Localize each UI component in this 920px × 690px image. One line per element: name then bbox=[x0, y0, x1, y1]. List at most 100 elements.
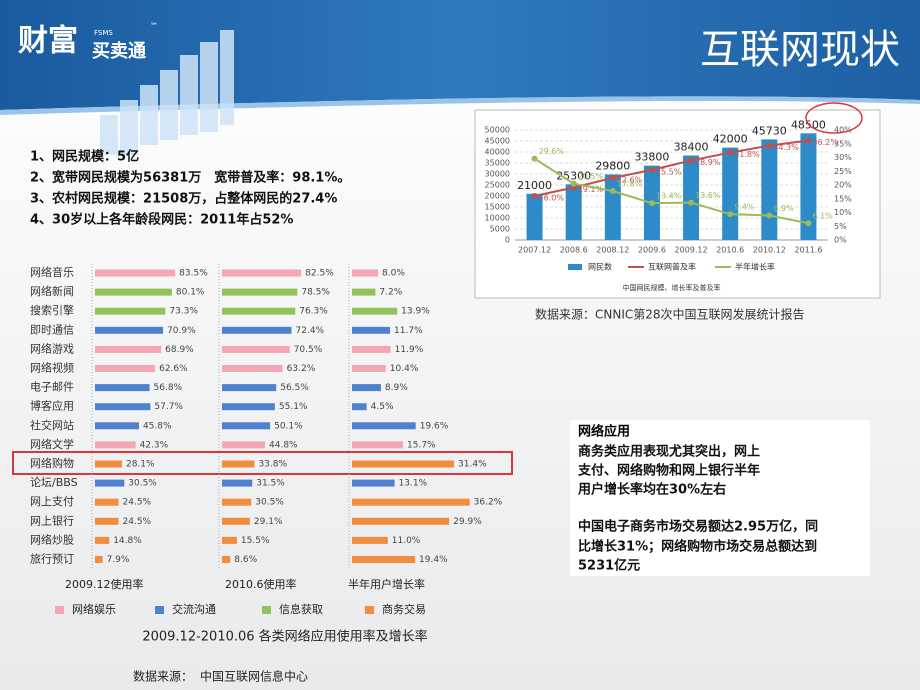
value-label: 14.8% bbox=[113, 536, 142, 546]
value-label: 25.5% bbox=[656, 167, 682, 176]
y-tick-label: 20000 bbox=[485, 192, 510, 201]
category-label: 网络购物 bbox=[30, 456, 74, 470]
bar bbox=[95, 384, 150, 392]
bar bbox=[352, 460, 455, 468]
value-label: 31.4% bbox=[458, 460, 487, 470]
value-label: 29.9% bbox=[453, 517, 482, 527]
value-label: 82.5% bbox=[305, 269, 334, 279]
highlight-box bbox=[12, 451, 513, 475]
bar-label: 29800 bbox=[595, 159, 630, 172]
bar bbox=[222, 307, 296, 315]
y2-tick-label: 5% bbox=[834, 222, 847, 231]
legend-swatch bbox=[262, 606, 271, 614]
bullets: 1、网民规模：5亿 2、宽带网民规模为56381万 宽带普及率：98.1%。 3… bbox=[30, 149, 350, 228]
bar-label: 38400 bbox=[674, 141, 709, 154]
bar bbox=[222, 517, 250, 525]
marker bbox=[688, 157, 695, 164]
bar bbox=[222, 288, 298, 296]
value-label: 17.8% bbox=[617, 180, 643, 189]
value-label: 63.2% bbox=[287, 364, 316, 374]
bar bbox=[222, 479, 253, 487]
category-label: 网络新闻 bbox=[30, 284, 74, 298]
x-tick-label: 2009.6 bbox=[638, 246, 666, 255]
y2-tick-label: 10% bbox=[834, 208, 852, 217]
bar bbox=[352, 365, 386, 372]
panel-label: 半年用户增长率 bbox=[348, 577, 425, 591]
legend-label: 网民数 bbox=[588, 262, 612, 272]
value-label: 73.3% bbox=[169, 307, 198, 317]
marker bbox=[648, 200, 655, 207]
legend-label: 网络娱乐 bbox=[72, 602, 116, 616]
bar bbox=[352, 441, 404, 449]
bullet: 4、30岁以上各年龄段网民：2011年占52% bbox=[30, 212, 293, 228]
x-tick-label: 2010.12 bbox=[753, 246, 786, 255]
bar bbox=[352, 422, 416, 430]
category-label: 论坛/BBS bbox=[30, 475, 78, 489]
value-label: 30.5% bbox=[255, 498, 284, 508]
bar bbox=[222, 269, 302, 277]
bar bbox=[95, 556, 103, 563]
bar bbox=[722, 147, 739, 240]
value-label: 62.6% bbox=[159, 364, 188, 374]
chart-title: 2009.12-2010.06 各类网络应用使用率及增长率 bbox=[142, 629, 427, 645]
bar bbox=[95, 365, 156, 372]
category-label: 网络文学 bbox=[30, 437, 74, 451]
x-tick-label: 2008.12 bbox=[596, 246, 629, 255]
bar bbox=[352, 384, 381, 392]
y-tick-label: 5000 bbox=[490, 225, 510, 234]
value-label: 24.5% bbox=[123, 517, 152, 527]
bar bbox=[526, 193, 543, 240]
category-label: 网络音乐 bbox=[30, 265, 74, 279]
y2-tick-label: 40% bbox=[834, 126, 852, 135]
note-line: 用户增长率均在30%左右 bbox=[577, 482, 726, 498]
bullet: 1、网民规模：5亿 bbox=[30, 149, 139, 165]
bar bbox=[222, 536, 237, 544]
category-label: 网络炒股 bbox=[30, 532, 74, 546]
source-label: 数据来源： bbox=[133, 669, 193, 684]
value-label: 8.9% bbox=[773, 204, 794, 213]
marker bbox=[805, 137, 812, 144]
bar bbox=[352, 498, 470, 506]
category-label: 社交网站 bbox=[30, 418, 74, 432]
category-label: 旅行预订 bbox=[30, 552, 74, 566]
value-label: 83.5% bbox=[179, 269, 208, 279]
value-label: 76.3% bbox=[299, 307, 328, 317]
value-label: 72.4% bbox=[296, 326, 325, 336]
bar-label: 21000 bbox=[517, 179, 552, 192]
category-label: 即时通信 bbox=[30, 323, 74, 336]
category-label: 搜索引擎 bbox=[30, 303, 74, 317]
source: 数据来源：CNNIC第28次中国互联网发展统计报告 bbox=[535, 307, 805, 322]
y2-tick-label: 25% bbox=[834, 167, 852, 176]
bar bbox=[222, 422, 271, 430]
callout bbox=[805, 102, 863, 134]
x-tick-label: 2008.6 bbox=[560, 246, 588, 255]
bar bbox=[800, 133, 817, 240]
value-label: 13.9% bbox=[401, 307, 430, 317]
value-label: 8.0% bbox=[382, 269, 405, 279]
bar bbox=[222, 326, 292, 334]
marker bbox=[688, 199, 695, 206]
legend-label: 商务交易 bbox=[382, 602, 426, 616]
value-label: 7.9% bbox=[107, 555, 130, 565]
bar bbox=[222, 345, 290, 353]
value-label: 44.8% bbox=[269, 440, 298, 450]
legend-swatch bbox=[155, 606, 164, 614]
value-label: 19.6% bbox=[420, 421, 449, 431]
y-tick-label: 0 bbox=[505, 236, 510, 245]
page-title: 互联网现状 bbox=[700, 27, 900, 73]
source: 中国互联网信息中心 bbox=[200, 669, 308, 684]
bullet: 2、宽带网民规模为56381万 宽带普及率：98.1%。 bbox=[30, 170, 350, 186]
value-label: 13.6% bbox=[695, 191, 721, 200]
bar-label: 42000 bbox=[713, 133, 748, 146]
value-label: 36.2% bbox=[474, 498, 503, 508]
bar bbox=[95, 326, 164, 334]
y-tick-label: 25000 bbox=[485, 181, 510, 190]
note-text: 商务类应用表现尤其突出，网上 支付、网络购物和网上银行半年 用户增长率均在30%… bbox=[577, 444, 818, 574]
bar bbox=[352, 269, 378, 277]
value-label: 11.9% bbox=[395, 345, 424, 355]
note-line: 商务类应用表现尤其突出，网上 bbox=[578, 444, 760, 460]
bar bbox=[95, 441, 136, 449]
value-label: 42.3% bbox=[140, 440, 169, 450]
bar bbox=[222, 498, 252, 506]
legend-label: 半年增长率 bbox=[735, 262, 775, 272]
